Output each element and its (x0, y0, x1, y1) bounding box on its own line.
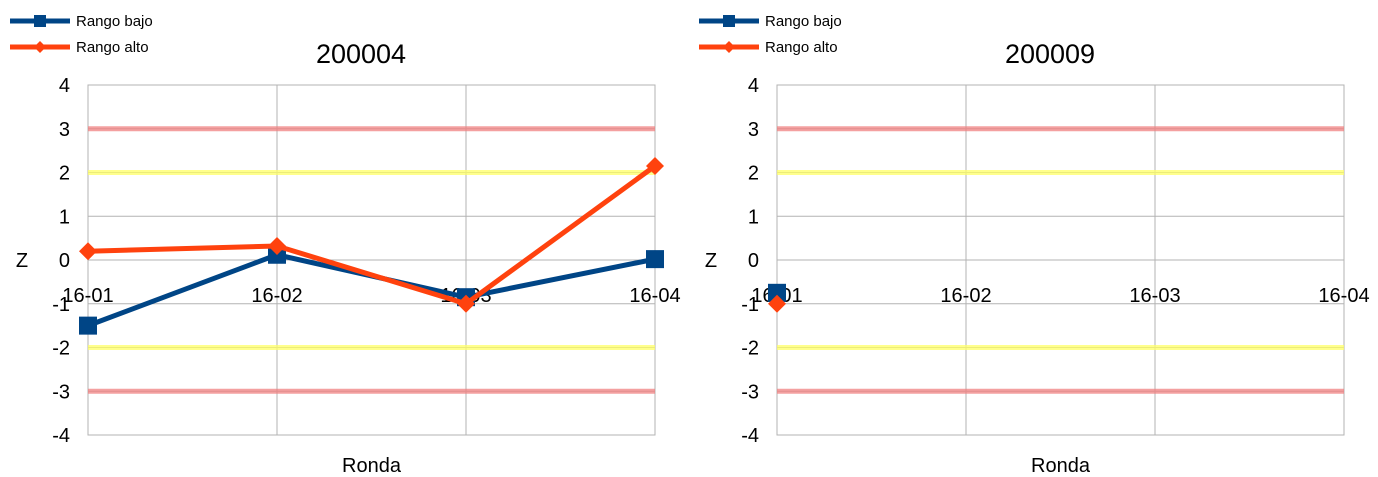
y-tick-label: -4 (741, 425, 759, 447)
y-tick-label: -3 (52, 381, 70, 403)
y-tick-label: 2 (59, 163, 70, 185)
legend-label-0: Rango bajo (76, 13, 153, 30)
legend-marker-0 (34, 15, 46, 27)
legend-marker-1 (723, 41, 735, 53)
series-point-1 (768, 294, 786, 313)
series-point-0 (79, 316, 97, 335)
line-chart-200009: Rango bajo Rango alto 200009 4 3 2 1 0 -1 -2 -3 -4 1… (699, 13, 1370, 477)
series-point-0 (768, 283, 786, 302)
y-tick-label: 0 (748, 250, 759, 272)
y-tick-label: -1 (52, 294, 70, 316)
y-tick-label: -2 (52, 338, 70, 360)
series-point-1 (646, 156, 664, 175)
x-tick-label: 16-03 (1129, 285, 1180, 307)
legend-marker-0 (723, 15, 735, 27)
y-tick-label: 1 (748, 206, 759, 228)
y-axis-title: Z (16, 250, 28, 272)
y-tick-label: 1 (59, 206, 70, 228)
series-point-1 (268, 237, 286, 255)
y-tick-label: 0 (59, 250, 70, 272)
x-tick-label: 16-02 (940, 285, 991, 307)
chart-panel-200009: Rango bajo Rango alto 200009 4 3 2 1 0 -1 -2 -3 -4 1… (689, 0, 1378, 477)
y-tick-label: 3 (59, 119, 70, 141)
y-tick-label: -4 (52, 425, 70, 447)
x-tick-label: 16-02 (251, 285, 302, 307)
y-tick-label: 3 (748, 119, 759, 141)
legend-label-1: Rango alto (76, 39, 149, 56)
series-point-1 (457, 294, 475, 313)
y-tick-label: 4 (748, 75, 759, 97)
legend-marker-1 (34, 41, 46, 53)
x-tick-label: 16-04 (629, 285, 680, 307)
x-tick-label: 16-04 (1318, 285, 1369, 307)
x-axis-title: Ronda (342, 455, 402, 477)
y-tick-label: -3 (741, 381, 759, 403)
y-axis-title: Z (705, 250, 717, 272)
y-tick-label: -1 (741, 294, 759, 316)
chart-title: 200009 (1005, 39, 1095, 69)
line-chart-200004: Rango bajo Rango alto 200004 4 3 2 1 0 -1 -2 -3 -4 1… (10, 13, 681, 477)
y-tick-label: 2 (748, 163, 759, 185)
series-line-1 (87, 163, 657, 307)
legend-label-0: Rango bajo (765, 13, 842, 30)
series-point-1 (79, 242, 97, 261)
series-point-0 (646, 250, 664, 269)
x-axis-title: Ronda (1031, 455, 1091, 477)
chart-title: 200004 (316, 39, 406, 69)
y-tick-label: 4 (59, 75, 70, 97)
legend-label-1: Rango alto (765, 39, 838, 56)
y-tick-label: -2 (741, 338, 759, 360)
x-tick-label: 16-01 (62, 285, 113, 307)
chart-panel-200004: Rango bajo Rango alto 200004 4 3 2 1 0 -1 -2 -3 -4 1… (10, 13, 681, 477)
